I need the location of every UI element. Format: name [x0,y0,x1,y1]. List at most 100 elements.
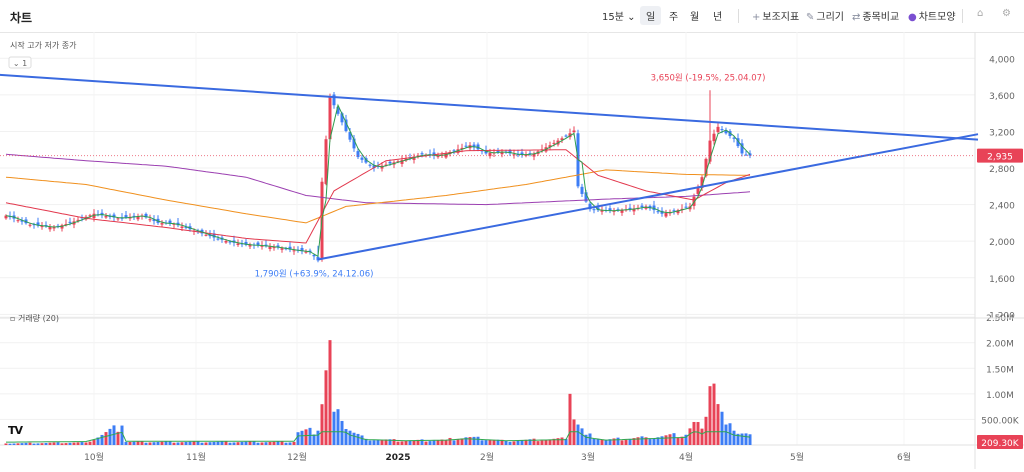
lock-icon[interactable]: ⌂ [977,8,984,19]
tab-year[interactable]: 년 [713,12,723,23]
volume-bar [708,386,712,445]
volume-bar [736,433,740,445]
volume-bar [552,438,556,445]
volume-bar [452,440,456,445]
candle-body [548,145,552,148]
tradingview-logo: TV [8,424,23,437]
volume-bar [728,423,732,445]
settings-icon[interactable]: ⚙ [1002,8,1011,19]
candle-body [112,214,116,218]
volume-bar [264,442,268,445]
volume-bar [528,439,532,445]
candle-body [412,156,416,160]
volume-bar [300,430,304,445]
last-price-label: 2,935 [987,153,1013,163]
volume-bar [516,440,520,445]
tab-week[interactable]: 주 [669,12,679,23]
chart-style-button[interactable]: ● 차트모양 [908,8,956,23]
tab-month[interactable]: 월 [690,12,700,23]
compare-button[interactable]: ⇄ 종목비교 [852,8,899,23]
volume-bar [200,442,204,445]
volume-bar [268,441,272,445]
candle-body [248,245,252,247]
volume-bar [208,442,212,445]
volume-bar [256,442,260,445]
volume-bar [104,432,108,445]
volume-bar [276,441,280,445]
volume-bar [616,437,620,445]
draw-button[interactable]: ✎ 그리기 [806,8,844,23]
volume-bar [680,436,684,445]
candle-body [236,243,240,245]
volume-bar [444,439,448,445]
stock-chart[interactable]: 4,000 3,600 3,200 2,800 2,400 2,000 1,600 1,200… [0,32,1024,472]
volume-bar [428,441,432,445]
volume-bar [644,437,648,445]
volume-bar [508,441,512,445]
candle-body [160,223,164,225]
volume-bar [468,437,472,445]
high-price-annotation: 3,650원 (-19.5%, 25.04.07) [651,73,766,83]
ma5-line [5,103,751,258]
interval-select[interactable]: 15분 ⌄ [602,8,636,23]
candle-body [488,152,492,157]
volume-bar [20,443,24,445]
volume-bar [320,404,324,445]
candle-body [568,133,572,138]
volume-bar [620,440,624,445]
volume-bar [280,441,284,445]
candle-body [552,142,556,144]
candle-body [508,150,512,154]
candle-body [432,152,436,156]
volume-bar [340,420,344,445]
volume-bar [160,441,164,445]
volume-bar [656,437,660,445]
candle-body [256,242,260,246]
tab-day[interactable]: 일 [640,6,662,25]
volume-bar [116,431,120,445]
indicator-button[interactable]: + 보조지표 [752,8,799,23]
volume-bar [100,434,104,445]
candle-body [472,144,476,148]
candle-body [68,221,72,223]
volume-bar [324,370,328,445]
candle-body [132,215,136,217]
volume-bar [604,439,608,445]
volume-bar [704,416,708,445]
volume-bar [40,443,44,445]
candle-body [748,153,752,156]
volume-bar [600,439,604,445]
volume-bar [224,441,228,445]
volume-bar [580,428,584,445]
volume-bar [432,440,436,445]
time-tick-label: 4월 [679,451,693,463]
candle-body [484,150,488,154]
volume-bar [108,428,112,445]
volume-bar [192,441,196,445]
volume-bar [648,439,652,445]
candle-body [744,154,748,156]
candle-body [352,138,356,149]
volume-bar [348,430,352,445]
candle-body [16,220,20,222]
volume-bar [436,440,440,445]
candle-body [224,240,228,243]
candle-body [348,132,352,140]
volume-bar [636,437,640,445]
trendline [317,133,979,261]
candle-body [28,224,32,226]
volume-bar [688,428,692,445]
volume-bar [632,438,636,445]
volume-bar [148,442,152,445]
candle-body [120,217,124,219]
plus-icon: + [752,12,761,23]
legend-collapse-button [8,56,32,69]
volume-bar [220,441,224,445]
volume-bar [144,442,148,445]
compare-label: 종목비교 [862,12,900,23]
time-tick-label: 5월 [790,451,804,463]
candle-body [260,245,264,247]
time-tick-label: 6월 [897,451,911,463]
volume-bar [296,432,300,445]
candle-body [684,206,688,208]
